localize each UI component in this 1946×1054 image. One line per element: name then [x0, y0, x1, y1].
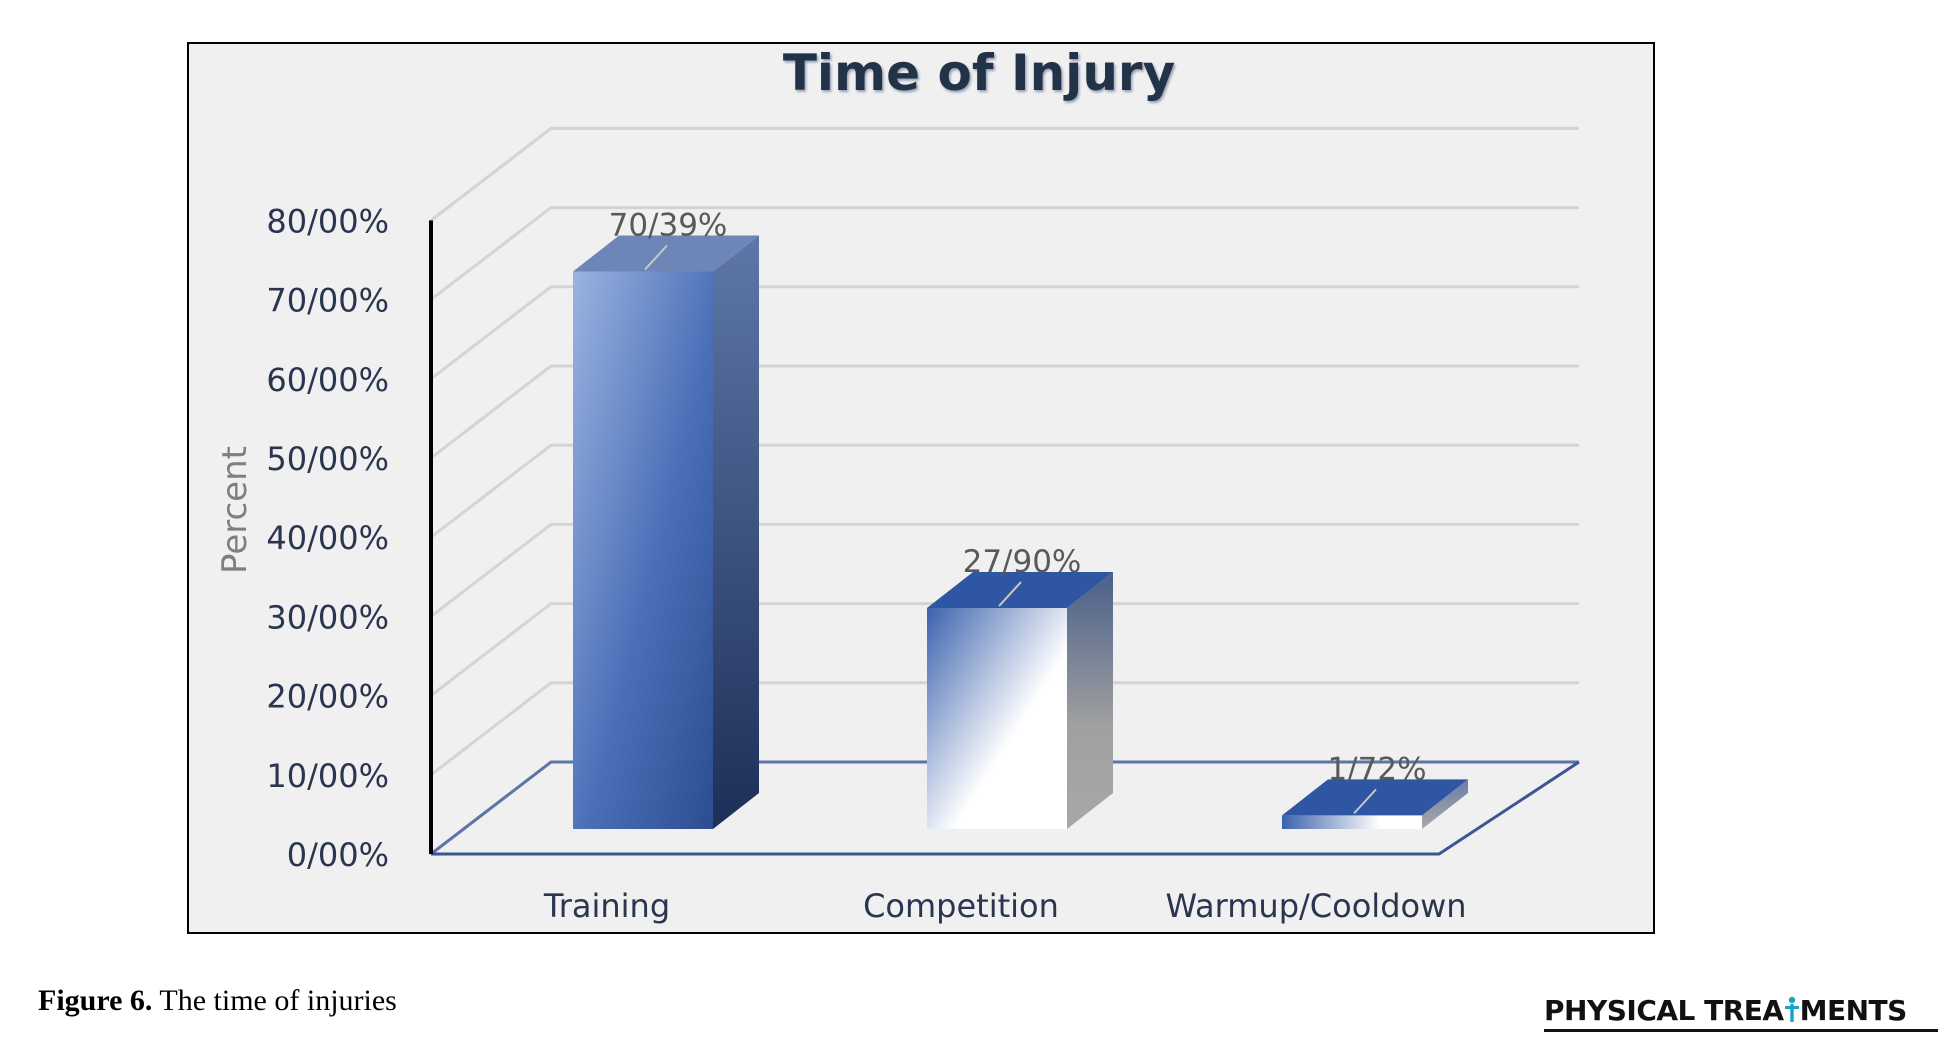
gridline: [430, 443, 1579, 539]
gridline: [430, 681, 1579, 776]
y-tick-label: 40/00%: [266, 519, 389, 557]
x-axis-floor: [431, 760, 1580, 856]
bar-chart: Time of Injury Percent 0/00% 10/00% 20/00%…: [215, 44, 1580, 925]
chart-frame: Time of Injury Percent 0/00% 10/00% 20/00%…: [187, 42, 1655, 934]
data-label: 1/72%: [1327, 751, 1426, 787]
gridline: [430, 206, 1579, 301]
y-axis-label: Percent: [215, 446, 255, 574]
data-label: 27/90%: [963, 544, 1082, 580]
bar-training: 70/39%: [573, 208, 759, 829]
figure-caption-label: Figure 6.: [38, 984, 153, 1017]
gridline: [430, 522, 1579, 618]
y-tick-label: 70/00%: [266, 282, 389, 320]
y-tick-label: 20/00%: [266, 678, 389, 716]
y-tick-label: 0/00%: [287, 836, 389, 874]
figure-caption: Figure 6. The time of injuries: [38, 984, 397, 1018]
bar-competition: 27/90%: [927, 544, 1113, 829]
chart-title: Time of Injury: [783, 44, 1175, 102]
x-tick-label: Competition: [863, 887, 1059, 925]
data-label: 70/39%: [609, 208, 728, 244]
figure-caption-text: The time of injuries: [159, 984, 397, 1017]
bar-warmup-cooldown: 1/72%: [1282, 751, 1468, 829]
y-tick-label: 30/00%: [266, 598, 389, 636]
gridline: [430, 364, 1579, 460]
publisher-logo: PHYSICAL TREA MENTS: [1544, 994, 1938, 1032]
y-tick-label: 50/00%: [266, 440, 389, 478]
gridline: [430, 126, 1579, 222]
gridline: [430, 760, 1579, 856]
y-tick-label: 60/00%: [266, 361, 389, 399]
gridline: [430, 285, 1579, 380]
y-tick-label: 10/00%: [266, 757, 389, 795]
y-tick-label: 80/00%: [266, 202, 389, 240]
x-tick-label: Warmup/Cooldown: [1165, 887, 1466, 925]
gridline: [430, 602, 1579, 697]
x-tick-label: Training: [543, 887, 670, 925]
